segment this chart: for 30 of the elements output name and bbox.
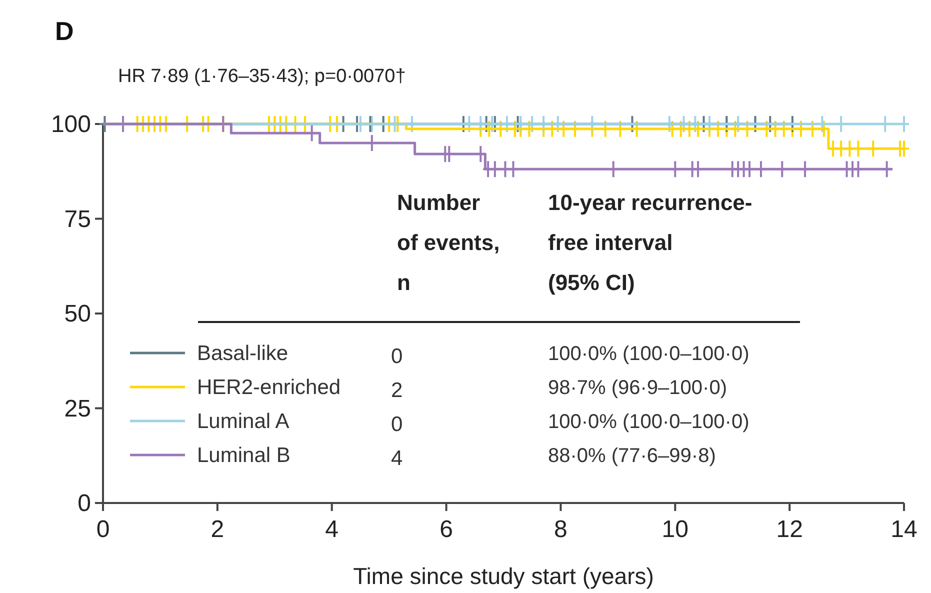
annotation: 0 [391,345,403,368]
x-tick-label: 2 [210,516,224,543]
annotation: Number of events, n [397,190,500,295]
y-tick-label: 75 [64,206,91,233]
y-tick-label: 25 [64,395,91,422]
legend-label: Luminal B [197,444,290,467]
x-tick-label: 8 [554,516,568,543]
annotation: 10-year recurrence-free interval (95% CI) [548,190,752,295]
annotation: 0 [391,413,403,436]
legend-label: Basal-like [197,342,288,365]
y-tick-label: 50 [64,300,91,328]
annotation: 98·7% (96·9–100·0) [548,377,727,399]
x-tick-label: 4 [325,516,339,543]
y-tick-label: 0 [78,490,91,517]
x-axis-title: Time since study start (years) [353,563,654,589]
y-tick-label: 100 [50,111,91,138]
annotation: 100·0% (100·0–100·0) [548,411,750,433]
annotation: 100·0% (100·0–100·0) [548,343,750,365]
x-tick-label: 0 [96,516,110,543]
annotation: 88·0% (77·6–99·8) [548,445,716,467]
legend-label: Luminal A [197,410,290,433]
x-tick-label: 10 [662,516,688,543]
chart-subtitle: HR 7·89 (1·76–35·43); p=0·0070† [118,66,406,87]
x-tick-label: 6 [440,516,453,543]
x-tick-label: 12 [776,516,803,543]
chart-title: D [55,16,74,46]
legend-label: HER2-enriched [197,376,341,399]
x-tick-label: 14 [890,516,918,543]
annotation: 4 [391,447,403,470]
annotation: 2 [391,379,403,402]
